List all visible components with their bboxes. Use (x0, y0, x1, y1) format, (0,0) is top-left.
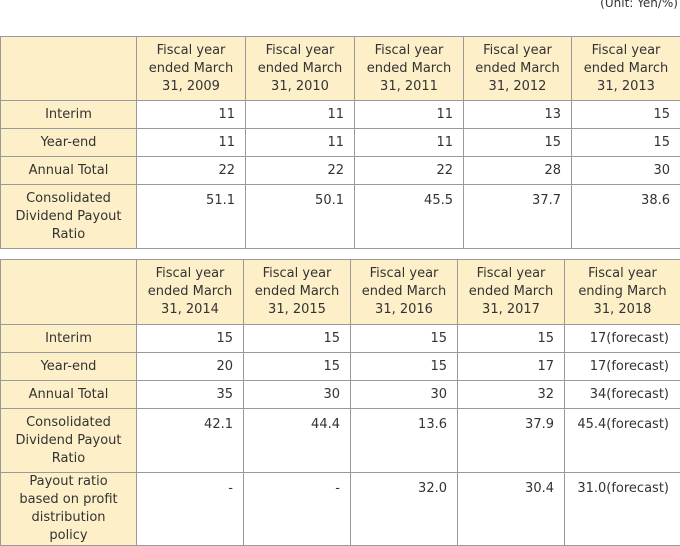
cell-value: 17(forecast) (565, 353, 680, 381)
cell-value: 42.1 (137, 409, 244, 473)
cell-value: 30 (351, 381, 458, 409)
cell-value: 28 (464, 157, 572, 185)
column-header: Fiscal year ended March 31, 2017 (458, 260, 565, 325)
dividend-table-fy2009-2013: Fiscal year ended March 31, 2009 Fiscal … (0, 36, 680, 249)
corner-cell (1, 260, 137, 325)
cell-value: 11 (137, 101, 246, 129)
row-label: Year-end (1, 353, 137, 381)
cell-value: 11 (246, 101, 355, 129)
cell-value: 22 (137, 157, 246, 185)
row-label: Payout ratio based on profit distributio… (1, 473, 137, 546)
cell-value: 45.5 (355, 185, 464, 249)
cell-value: 11 (137, 129, 246, 157)
cell-value: 50.1 (246, 185, 355, 249)
column-header: Fiscal year ended March 31, 2009 (137, 37, 246, 101)
cell-value: 20 (137, 353, 244, 381)
cell-value: 15 (244, 353, 351, 381)
row-label: Consolidated Dividend Payout Ratio (1, 185, 137, 249)
cell-value: 15 (464, 129, 572, 157)
column-header: Fiscal year ending March 31, 2018 (565, 260, 680, 325)
cell-value: 13.6 (351, 409, 458, 473)
table-row: Consolidated Dividend Payout Ratio 42.1 … (1, 409, 680, 473)
table-row: Annual Total 35 30 30 32 34(forecast) (1, 381, 680, 409)
cell-value: 13 (464, 101, 572, 129)
cell-value: 32 (458, 381, 565, 409)
cell-value: 44.4 (244, 409, 351, 473)
cell-value: 15 (351, 353, 458, 381)
table-row: Annual Total 22 22 22 28 30 (1, 157, 680, 185)
row-label: Annual Total (1, 381, 137, 409)
table-row: Payout ratio based on profit distributio… (1, 473, 680, 546)
cell-value: 30.4 (458, 473, 565, 546)
cell-value: 22 (355, 157, 464, 185)
column-header: Fiscal year ended March 31, 2014 (137, 260, 244, 325)
column-header: Fiscal year ended March 31, 2013 (572, 37, 680, 101)
cell-value: 15 (351, 325, 458, 353)
corner-cell (1, 37, 137, 101)
column-header: Fiscal year ended March 31, 2012 (464, 37, 572, 101)
cell-value: 51.1 (137, 185, 246, 249)
cell-value: 38.6 (572, 185, 680, 249)
cell-value: 30 (572, 157, 680, 185)
column-header: Fiscal year ended March 31, 2016 (351, 260, 458, 325)
cell-value: 11 (246, 129, 355, 157)
cell-value: 15 (572, 101, 680, 129)
column-header: Fiscal year ended March 31, 2010 (246, 37, 355, 101)
cell-value: 37.7 (464, 185, 572, 249)
cell-value: 37.9 (458, 409, 565, 473)
cell-value: 32.0 (351, 473, 458, 546)
cell-value: 31.0(forecast) (565, 473, 680, 546)
unit-note: (Unit: Yen/%) (600, 0, 678, 10)
row-label: Interim (1, 101, 137, 129)
table-row: Interim 15 15 15 15 17(forecast) (1, 325, 680, 353)
dividend-table-fy2014-2018: Fiscal year ended March 31, 2014 Fiscal … (0, 259, 680, 546)
row-label: Consolidated Dividend Payout Ratio (1, 409, 137, 473)
column-header: Fiscal year ended March 31, 2011 (355, 37, 464, 101)
table-row: Interim 11 11 11 13 15 (1, 101, 680, 129)
row-label: Interim (1, 325, 137, 353)
cell-value: 15 (137, 325, 244, 353)
cell-value: 11 (355, 101, 464, 129)
cell-value: 11 (355, 129, 464, 157)
row-label: Year-end (1, 129, 137, 157)
cell-value: 30 (244, 381, 351, 409)
cell-value: - (137, 473, 244, 546)
cell-value: 22 (246, 157, 355, 185)
row-label: Annual Total (1, 157, 137, 185)
cell-value: 17(forecast) (565, 325, 680, 353)
cell-value: 45.4(forecast) (565, 409, 680, 473)
cell-value: 15 (458, 325, 565, 353)
cell-value: 35 (137, 381, 244, 409)
table-row: Year-end 20 15 15 17 17(forecast) (1, 353, 680, 381)
cell-value: 15 (244, 325, 351, 353)
column-header: Fiscal year ended March 31, 2015 (244, 260, 351, 325)
table-row: Year-end 11 11 11 15 15 (1, 129, 680, 157)
cell-value: 17 (458, 353, 565, 381)
cell-value: 34(forecast) (565, 381, 680, 409)
table-row: Consolidated Dividend Payout Ratio 51.1 … (1, 185, 680, 249)
cell-value: 15 (572, 129, 680, 157)
cell-value: - (244, 473, 351, 546)
